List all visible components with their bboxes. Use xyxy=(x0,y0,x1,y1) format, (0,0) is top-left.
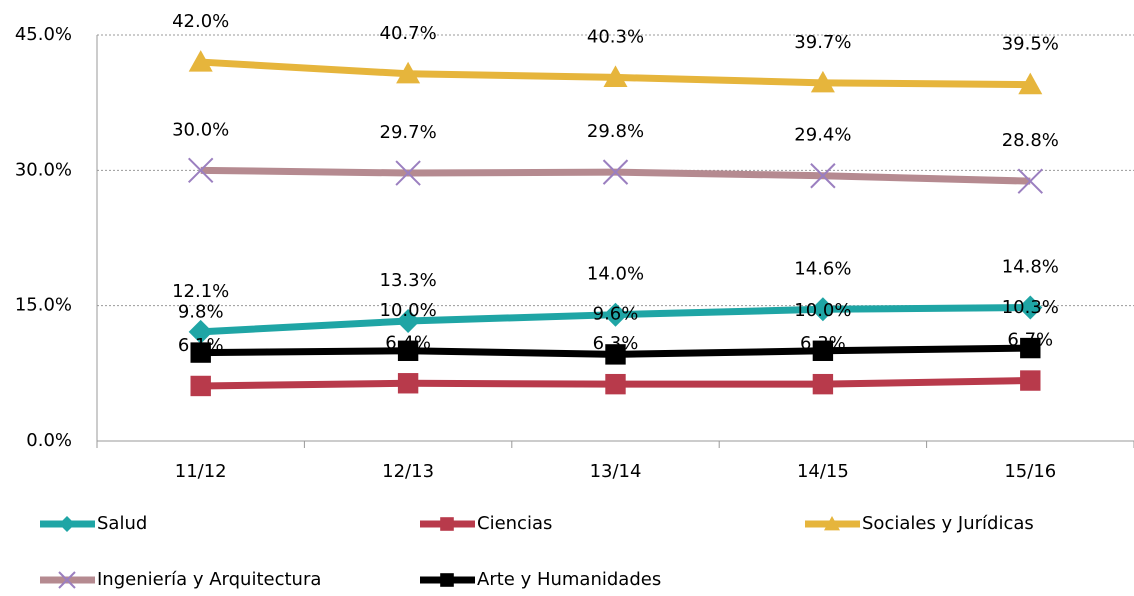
y-tick-label: 0.0% xyxy=(26,430,72,451)
x-tick-label: 12/13 xyxy=(382,461,434,482)
x-tick-label: 13/14 xyxy=(590,461,642,482)
data-label: 29.7% xyxy=(380,122,437,143)
marker xyxy=(1020,337,1041,359)
marker xyxy=(812,373,834,395)
data-label: 14.8% xyxy=(1002,256,1059,277)
marker xyxy=(810,70,835,93)
data-label: 9.6% xyxy=(593,303,639,324)
data-label: 14.0% xyxy=(587,264,644,285)
data-label: 29.4% xyxy=(794,125,851,146)
legend-label: Ciencias xyxy=(477,513,552,534)
marker xyxy=(824,516,840,531)
marker xyxy=(59,516,75,532)
marker xyxy=(396,61,421,84)
marker xyxy=(603,302,628,327)
marker xyxy=(603,65,628,88)
marker xyxy=(812,340,834,361)
marker xyxy=(190,342,211,363)
marker xyxy=(397,373,419,394)
marker xyxy=(188,319,213,344)
x-tick-label: 15/16 xyxy=(1004,461,1056,482)
marker xyxy=(810,297,835,322)
marker xyxy=(397,340,419,361)
data-label: 9.8% xyxy=(178,302,224,323)
marker xyxy=(188,50,213,72)
data-label: 10.0% xyxy=(380,300,437,321)
marker xyxy=(1018,295,1043,320)
legend-label: Arte y Humanidades xyxy=(477,569,661,590)
marker xyxy=(190,375,211,397)
data-label: 42.0% xyxy=(172,11,229,32)
x-tick-label: 11/12 xyxy=(175,461,227,482)
marker xyxy=(1018,72,1043,95)
legend-label: Salud xyxy=(97,513,147,534)
marker xyxy=(605,373,626,395)
data-label: 13.3% xyxy=(380,270,437,291)
data-label: 14.6% xyxy=(794,258,851,279)
data-label: 40.7% xyxy=(380,23,437,44)
data-label: 40.3% xyxy=(587,26,644,47)
marker xyxy=(58,571,76,589)
marker xyxy=(440,573,454,587)
data-label: 39.7% xyxy=(794,32,851,53)
data-label: 6.3% xyxy=(593,333,639,354)
marker xyxy=(396,309,421,334)
marker xyxy=(395,160,421,186)
x-tick-label: 14/15 xyxy=(797,461,849,482)
legend-label: Sociales y Jurídicas xyxy=(862,513,1034,534)
marker xyxy=(1017,168,1044,194)
data-label: 10.0% xyxy=(794,300,851,321)
data-label: 28.8% xyxy=(1002,130,1059,151)
data-label: 29.8% xyxy=(587,121,644,142)
data-label: 10.3% xyxy=(1002,297,1059,318)
marker xyxy=(810,163,836,189)
marker xyxy=(187,157,214,184)
marker xyxy=(440,517,454,531)
data-label: 30.0% xyxy=(172,119,229,140)
y-tick-label: 15.0% xyxy=(15,295,72,316)
data-label: 12.1% xyxy=(172,281,229,302)
marker xyxy=(605,344,626,365)
marker xyxy=(602,159,629,185)
data-label: 39.5% xyxy=(1002,34,1059,55)
y-tick-label: 45.0% xyxy=(15,24,72,45)
y-tick-label: 30.0% xyxy=(15,159,72,180)
legend-label: Ingeniería y Arquitectura xyxy=(97,569,321,590)
marker xyxy=(1020,370,1041,391)
